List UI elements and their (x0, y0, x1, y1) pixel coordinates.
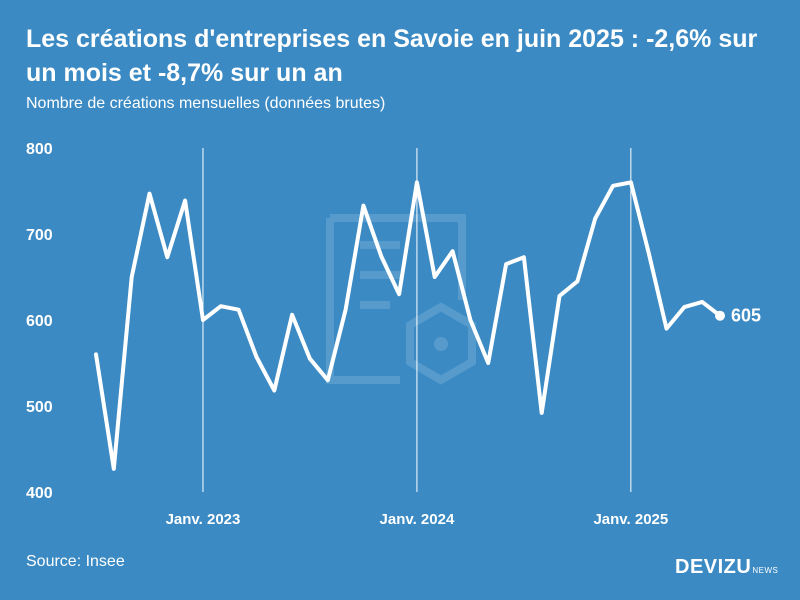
brand-suffix: NEWS (752, 566, 779, 575)
y-tick-label: 500 (26, 399, 53, 416)
y-tick-label: 600 (26, 313, 53, 330)
y-tick-label: 800 (26, 141, 53, 158)
chart-title: Les créations d'entreprises en Savoie en… (26, 25, 758, 87)
x-tick-label: Janv. 2024 (380, 511, 455, 528)
last-value-label: 605 (731, 306, 761, 326)
source-note: Source: Insee (26, 553, 125, 570)
watermark-logo-icon (326, 214, 476, 385)
brand-name: DEVIZU (675, 556, 752, 578)
y-tick-label: 700 (26, 227, 53, 244)
y-tick-label: 400 (26, 485, 53, 502)
x-tick-label: Janv. 2023 (166, 511, 241, 528)
chart-subtitle: Nombre de créations mensuelles (données … (26, 95, 386, 112)
brand-logo: DEVIZUNEWS (675, 556, 778, 579)
last-point-marker (715, 310, 725, 321)
series-line (94, 180, 722, 471)
x-tick-label: Janv. 2025 (593, 511, 668, 528)
